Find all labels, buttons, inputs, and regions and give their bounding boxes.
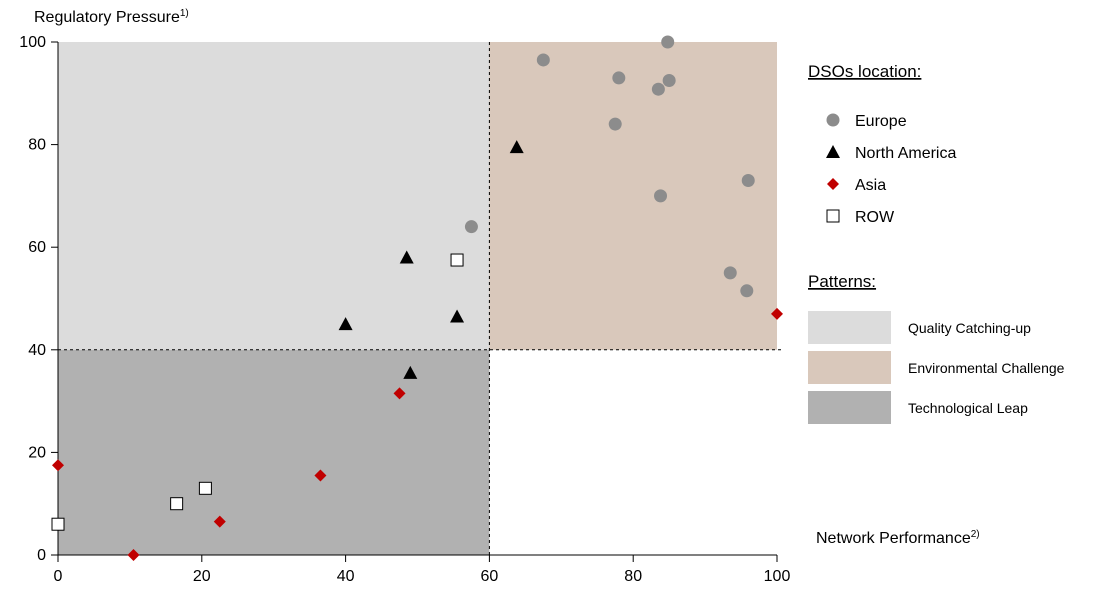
point-europe [536,53,550,67]
point-europe [740,284,754,298]
legend-label-row: ROW [855,209,895,226]
point-europe [741,174,755,188]
point-asia [52,459,64,472]
legend: Europe North America Asia ROW [826,113,956,226]
legend-title: DSOs location: [808,62,921,81]
x-tick-label: 20 [193,568,211,585]
point-europe [662,73,676,87]
legend-marker-north-america [826,145,840,158]
x-tick-label: 40 [337,568,355,585]
x-axis-title: Network Performance2) [816,529,980,547]
pattern-label-1: Environmental Challenge [908,360,1065,376]
pattern-label-2: Technological Leap [908,400,1028,416]
point-north-america [403,365,418,379]
point-europe [651,82,665,96]
legend-marker-europe [826,113,840,127]
y-tick-label: 20 [28,444,46,461]
legend-marker-asia [827,178,839,190]
point-north-america [338,317,353,331]
y-tick-label: 0 [37,547,46,564]
point-asia [213,515,226,528]
pattern-regions [58,42,777,555]
x-tick-label: 60 [481,568,499,585]
point-europe [608,117,622,131]
y-tick-label: 80 [28,137,46,154]
patterns-title: Patterns: [808,272,876,291]
x-tick-label: 0 [54,568,63,585]
threshold-lines [58,42,783,555]
point-row [170,497,184,511]
point-europe [661,35,675,49]
pattern-region-2 [58,349,490,555]
legend-label-asia: Asia [855,177,886,194]
point-europe [723,266,737,280]
point-asia [314,469,327,482]
y-tick-label: 100 [19,34,46,51]
axes: 0 20 40 60 80 100 0 20 40 60 80 100 [19,34,790,585]
pattern-region-1 [489,42,777,350]
x-tick-label: 80 [624,568,642,585]
pattern-region-0 [58,42,490,350]
y-tick-label: 60 [28,239,46,256]
legend-label-north-america: North America [855,145,956,162]
pattern-legend: Quality Catching-up Environmental Challen… [808,311,1065,424]
point-asia [393,387,406,400]
point-north-america [450,309,465,323]
point-europe [654,189,668,203]
point-row [450,253,464,267]
point-asia [771,307,783,320]
pattern-swatch-1 [808,351,891,384]
point-europe [612,71,626,85]
point-north-america [399,250,414,264]
legend-label-europe: Europe [855,113,907,130]
pattern-label-0: Quality Catching-up [908,320,1031,336]
pattern-swatch-2 [808,391,891,424]
data-points [51,35,783,561]
point-europe [464,220,478,234]
point-asia [127,549,140,561]
y-tick-label: 40 [28,342,46,359]
legend-marker-row [826,209,840,223]
y-axis-title: Regulatory Pressure1) [34,8,189,26]
point-north-america [509,140,524,154]
point-row [51,517,65,531]
x-tick-label: 100 [764,568,791,585]
pattern-swatch-0 [808,311,891,344]
point-row [198,481,212,495]
